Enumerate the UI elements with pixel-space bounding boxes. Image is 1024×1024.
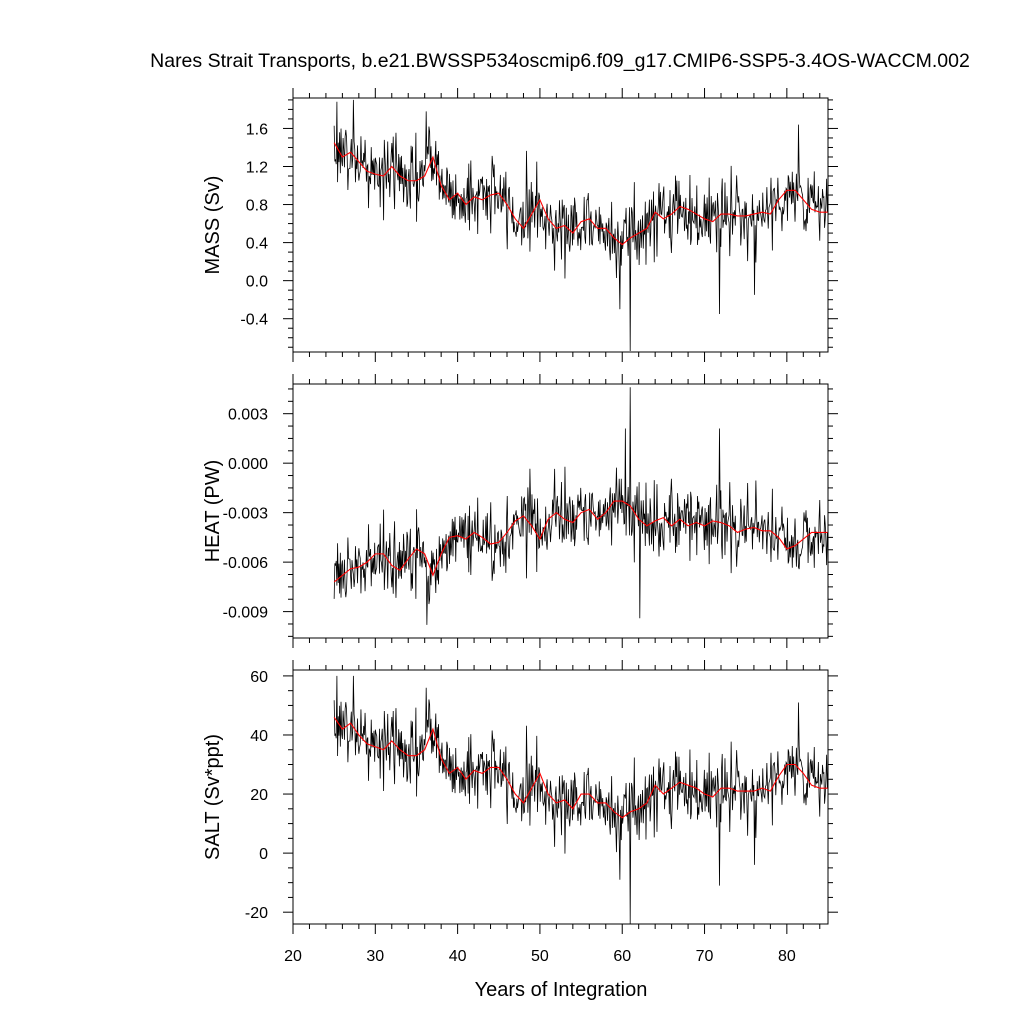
x-tick-label: 70	[696, 948, 714, 965]
y-axis-label: MASS (Sv)	[202, 176, 224, 275]
panel-2: -0.009 -0.006 -0.003 0.000 0.003 HEAT (PW)	[202, 374, 838, 648]
y-tick-label: 0.8	[246, 198, 268, 215]
y-tick-label: 0	[259, 846, 268, 863]
x-tick-label: 30	[366, 948, 384, 965]
raw-series-line	[333, 387, 828, 625]
x-tick-label: 40	[449, 948, 467, 965]
y-tick-label: 0.003	[228, 407, 268, 424]
y-tick-label: -0.009	[223, 605, 268, 622]
panel-3: -20 0 20 40 60 20 30 40 50 60 70 80 SALT (Sv*ppt)	[202, 660, 838, 965]
x-tick-label: 60	[613, 948, 631, 965]
panels: -0.4 0.0 0.4 0.8 1.2 1.6 MASS (Sv) -0.009 -0.006…	[202, 88, 838, 965]
y-tick-label: 0.0	[246, 274, 268, 291]
smoothed-series-line	[333, 142, 828, 246]
x-tick-label: 20	[284, 948, 302, 965]
y-tick-label: 1.2	[246, 159, 268, 176]
y-tick-label: 0.4	[246, 236, 268, 253]
x-tick-label: 50	[531, 948, 549, 965]
y-axis-label: SALT (Sv*ppt)	[202, 734, 224, 860]
raw-series-line	[333, 99, 828, 352]
y-tick-label: -20	[245, 905, 268, 922]
y-axis-label: HEAT (PW)	[202, 460, 224, 563]
y-tick-label: 20	[250, 787, 268, 804]
chart-title: Nares Strait Transports, b.e21.BWSSP534o…	[150, 50, 970, 72]
panel-1: -0.4 0.0 0.4 0.8 1.2 1.6 MASS (Sv)	[202, 88, 838, 362]
y-tick-label: 0.000	[228, 456, 268, 473]
plot-frame	[292, 97, 829, 353]
y-tick-label: 40	[250, 728, 268, 745]
smoothed-series-line	[333, 716, 828, 819]
x-tick-label: 80	[778, 948, 796, 965]
y-tick-label: 60	[250, 669, 268, 686]
plot-frame	[292, 669, 829, 925]
smoothed-series-line	[333, 500, 828, 583]
raw-series-line	[333, 675, 828, 924]
y-tick-label: -0.4	[240, 312, 268, 329]
y-tick-label: -0.003	[223, 506, 268, 523]
x-axis-label: Years of Integration	[475, 979, 648, 1001]
y-tick-label: 1.6	[246, 121, 268, 138]
plot-frame	[292, 383, 829, 639]
y-tick-label: -0.006	[223, 555, 268, 572]
